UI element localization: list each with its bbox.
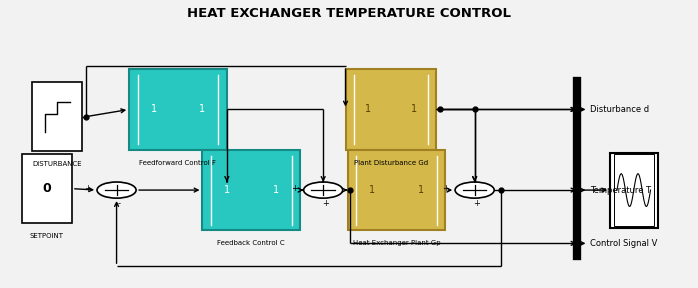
Text: Plant Disturbance Gd: Plant Disturbance Gd	[354, 160, 428, 166]
Text: 1: 1	[200, 105, 205, 114]
Text: Feedback Control C: Feedback Control C	[218, 240, 285, 247]
Text: 1: 1	[273, 185, 279, 195]
Text: SETPOINT: SETPOINT	[30, 233, 64, 239]
Circle shape	[455, 182, 494, 198]
Text: 1: 1	[224, 185, 230, 195]
Text: +: +	[443, 184, 450, 193]
Text: HEAT EXCHANGER TEMPERATURE CONTROL: HEAT EXCHANGER TEMPERATURE CONTROL	[187, 7, 511, 20]
Text: +: +	[84, 184, 91, 193]
Text: Feedforward Control F: Feedforward Control F	[140, 160, 216, 166]
Text: 1: 1	[365, 105, 371, 114]
Bar	[22, 154, 72, 223]
Bar	[346, 69, 436, 150]
Bar	[202, 150, 300, 230]
Text: +: +	[473, 199, 480, 208]
Text: -: -	[117, 199, 120, 208]
Text: Heat Exchanger Plant Gp: Heat Exchanger Plant Gp	[352, 240, 440, 247]
Bar	[614, 154, 654, 226]
Text: 1: 1	[410, 105, 417, 114]
Bar	[32, 82, 82, 151]
Text: 1: 1	[418, 185, 424, 195]
Text: 0: 0	[43, 182, 51, 195]
Circle shape	[304, 182, 343, 198]
Text: +: +	[291, 184, 298, 193]
Text: DISTURBANCE: DISTURBANCE	[32, 161, 82, 167]
Text: Disturbance d: Disturbance d	[590, 105, 649, 114]
Circle shape	[97, 182, 136, 198]
Bar	[348, 150, 445, 230]
Bar	[610, 153, 658, 228]
Text: 1: 1	[369, 185, 375, 195]
Text: 1: 1	[151, 105, 156, 114]
Text: Temperature T: Temperature T	[590, 185, 651, 195]
Bar	[129, 69, 227, 150]
Text: +: +	[322, 199, 329, 208]
Text: Control Signal V: Control Signal V	[590, 239, 658, 248]
